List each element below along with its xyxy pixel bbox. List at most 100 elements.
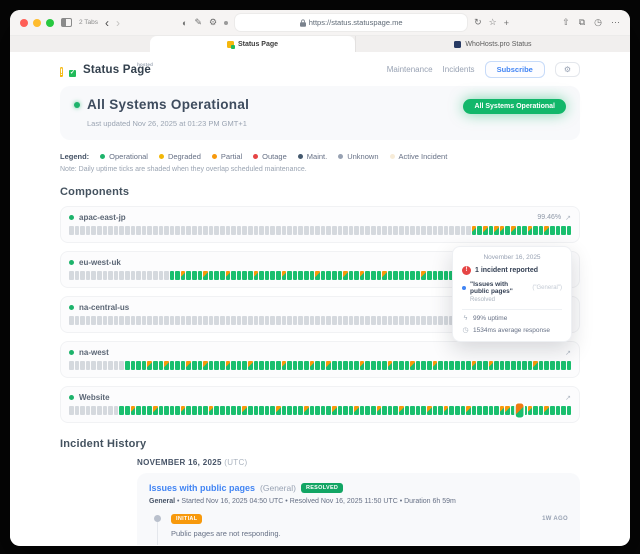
uptime-tick[interactable] <box>533 226 538 235</box>
reload-icon[interactable]: ↻ <box>474 17 482 27</box>
uptime-tick[interactable] <box>242 316 247 325</box>
uptime-tick[interactable] <box>281 271 287 280</box>
subscribe-button[interactable]: Subscribe <box>484 61 545 78</box>
uptime-tick[interactable] <box>225 226 231 235</box>
forward-button[interactable]: › <box>116 15 121 30</box>
uptime-tick[interactable] <box>242 226 247 235</box>
uptime-tick[interactable] <box>292 271 298 280</box>
uptime-tick[interactable] <box>527 406 533 415</box>
uptime-tick[interactable] <box>320 316 326 325</box>
uptime-tick[interactable] <box>393 361 399 370</box>
uptime-tick[interactable] <box>488 226 494 235</box>
uptime-tick[interactable] <box>102 361 108 370</box>
uptime-tick[interactable] <box>275 271 281 280</box>
uptime-tick[interactable] <box>180 226 186 235</box>
uptime-tick[interactable] <box>538 361 544 370</box>
uptime-tick[interactable] <box>270 361 275 370</box>
uptime-tick[interactable] <box>348 361 354 370</box>
uptime-tick[interactable] <box>354 316 359 325</box>
uptime-tick[interactable] <box>270 271 275 280</box>
uptime-tick[interactable] <box>214 361 220 370</box>
uptime-tick[interactable] <box>544 226 550 235</box>
uptime-tick[interactable] <box>192 361 197 370</box>
uptime-tick[interactable] <box>169 316 175 325</box>
uptime-tick[interactable] <box>410 316 415 325</box>
uptime-tick[interactable] <box>264 316 270 325</box>
uptime-tick[interactable] <box>136 226 141 235</box>
uptime-tick[interactable] <box>415 271 421 280</box>
uptime-tick[interactable] <box>382 316 387 325</box>
uptime-tick[interactable] <box>343 406 348 415</box>
uptime-tick[interactable] <box>69 406 74 415</box>
uptime-tick[interactable] <box>242 361 247 370</box>
uptime-tick[interactable] <box>522 406 527 415</box>
uptime-tick[interactable] <box>175 271 180 280</box>
uptime-tick[interactable] <box>69 316 74 325</box>
uptime-tick[interactable] <box>186 271 192 280</box>
uptime-tick[interactable] <box>158 271 164 280</box>
uptime-tick[interactable] <box>236 226 242 235</box>
uptime-tick[interactable] <box>343 226 348 235</box>
uptime-tick[interactable] <box>270 226 275 235</box>
uptime-tick[interactable] <box>186 316 192 325</box>
uptime-tick[interactable] <box>236 271 242 280</box>
uptime-tick[interactable] <box>292 226 298 235</box>
uptime-tick[interactable] <box>270 316 275 325</box>
uptime-tick[interactable] <box>454 406 460 415</box>
uptime-tick[interactable] <box>320 226 326 235</box>
uptime-tick[interactable] <box>315 361 320 370</box>
uptime-tick[interactable] <box>404 271 410 280</box>
uptime-tick[interactable] <box>287 271 292 280</box>
uptime-tick[interactable] <box>415 361 421 370</box>
uptime-tick[interactable] <box>287 406 292 415</box>
uptime-tick[interactable] <box>410 361 415 370</box>
uptime-tick[interactable] <box>427 226 432 235</box>
uptime-tick[interactable] <box>438 316 443 325</box>
uptime-tick[interactable] <box>331 316 337 325</box>
uptime-tick[interactable] <box>550 361 555 370</box>
uptime-tick[interactable] <box>80 271 85 280</box>
uptime-tick[interactable] <box>320 271 326 280</box>
uptime-tick[interactable] <box>141 226 147 235</box>
uptime-tick[interactable] <box>113 406 119 415</box>
uptime-tick[interactable] <box>561 406 566 415</box>
uptime-tick[interactable] <box>309 361 315 370</box>
uptime-tick[interactable] <box>253 271 259 280</box>
uptime-tick[interactable] <box>248 361 253 370</box>
uptime-tick[interactable] <box>449 316 454 325</box>
uptime-tick[interactable] <box>387 361 393 370</box>
uptime-tick[interactable] <box>113 271 119 280</box>
uptime-tick[interactable] <box>130 406 136 415</box>
uptime-tick[interactable] <box>136 406 141 415</box>
share-icon[interactable]: ⇧ <box>562 17 570 27</box>
uptime-tick[interactable] <box>259 316 264 325</box>
tab-count-label[interactable]: 2 Tabs <box>79 19 99 26</box>
uptime-tick[interactable] <box>169 271 175 280</box>
uptime-tick[interactable] <box>147 226 152 235</box>
uptime-tick[interactable] <box>192 226 197 235</box>
uptime-tick[interactable] <box>231 361 236 370</box>
uptime-tick[interactable] <box>197 361 203 370</box>
uptime-tick[interactable] <box>399 271 404 280</box>
uptime-tick[interactable] <box>561 226 566 235</box>
uptime-tick[interactable] <box>359 271 365 280</box>
uptime-tick[interactable] <box>292 361 298 370</box>
uptime-tick[interactable] <box>275 316 281 325</box>
uptime-tick[interactable] <box>460 406 466 415</box>
uptime-tick[interactable] <box>432 226 438 235</box>
extension-dot-icon[interactable] <box>224 20 229 25</box>
tooltip-incident-title[interactable]: "Issues with public pages" <box>470 281 513 295</box>
uptime-tick[interactable] <box>214 316 220 325</box>
uptime-tick[interactable] <box>169 361 175 370</box>
uptime-tick[interactable] <box>186 226 192 235</box>
uptime-tick[interactable] <box>136 361 141 370</box>
uptime-tick[interactable] <box>203 316 208 325</box>
uptime-tick[interactable] <box>499 361 505 370</box>
uptime-tick[interactable] <box>192 406 197 415</box>
uptime-tick[interactable] <box>164 226 169 235</box>
uptime-tick[interactable] <box>460 226 466 235</box>
uptime-tick[interactable] <box>102 226 108 235</box>
uptime-tick[interactable] <box>136 271 141 280</box>
uptime-tick[interactable] <box>96 316 102 325</box>
uptime-tick[interactable] <box>510 406 516 415</box>
